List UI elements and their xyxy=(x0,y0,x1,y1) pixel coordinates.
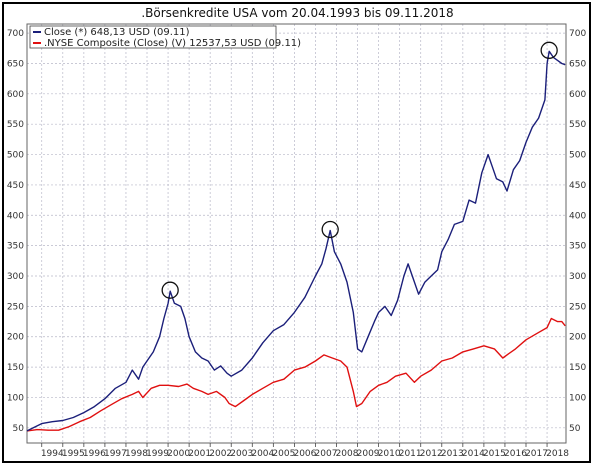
y-tick-label-right: 700 xyxy=(569,29,586,39)
x-tick-label: 1997 xyxy=(104,449,127,459)
y-tick-label-right: 50 xyxy=(569,424,581,434)
peak-markers xyxy=(161,41,558,299)
x-tick-label: 1998 xyxy=(125,449,148,459)
legend-box xyxy=(29,25,277,49)
x-tick-label: 2012 xyxy=(420,449,443,459)
y-tick-label-left: 600 xyxy=(7,90,24,100)
x-tick-label: 1996 xyxy=(83,449,106,459)
y-tick-label-left: 150 xyxy=(7,363,24,373)
peak-circle xyxy=(161,281,179,299)
chart-frame xyxy=(2,2,591,463)
peak-circle xyxy=(321,220,339,239)
grid-lines xyxy=(27,24,566,443)
y-tick-label-right: 300 xyxy=(569,272,586,282)
x-tick-label: 1999 xyxy=(146,449,169,459)
y-tick-label-left: 450 xyxy=(7,181,24,191)
x-tick-label: 1994 xyxy=(41,449,64,459)
y-axis-left: 50 100 150 200 250 300 350 400 450 500 550 600 650 70… xyxy=(7,29,24,434)
x-tick-label: 2017 xyxy=(525,449,548,459)
x-tick-label: 2015 xyxy=(483,449,506,459)
x-tick-label: 2003 xyxy=(230,449,253,459)
x-tick-label: 2011 xyxy=(399,449,422,459)
x-tick-label: 2008 xyxy=(336,449,359,459)
x-tick-label: 2000 xyxy=(167,449,190,459)
series-lines xyxy=(26,50,566,432)
legend-label-close: Close (*) 648,13 USD (09.11) xyxy=(44,27,190,38)
y-axis-right: 50 100 150 200 250 300 350 400 450 500 550 600 650 70… xyxy=(569,29,586,434)
y-tick-label-left: 200 xyxy=(7,333,24,343)
legend-label-nyse: .NYSE Composite (Close) (V) 12537,53 USD… xyxy=(44,38,301,49)
x-axis: 1994199519961997199819992000200120022003… xyxy=(41,443,569,459)
x-tick-label: 2004 xyxy=(251,449,274,459)
y-tick-label-left: 400 xyxy=(7,211,24,221)
legend: Close (*) 648,13 USD (09.11) .NYSE Compo… xyxy=(29,25,301,49)
series-nyse-line xyxy=(26,317,566,432)
x-tick-label: 2006 xyxy=(293,449,316,459)
x-tick-label: 2013 xyxy=(441,449,464,459)
x-tick-label: 2002 xyxy=(209,449,232,459)
chart-title: .Börsenkredite USA vom 20.04.1993 bis 09… xyxy=(141,6,454,20)
x-tick-label: 2016 xyxy=(504,449,527,459)
x-tick-label: 2009 xyxy=(357,449,380,459)
y-tick-label-left: 700 xyxy=(7,29,24,39)
x-tick-label: 2001 xyxy=(188,449,211,459)
y-tick-label-left: 500 xyxy=(7,151,24,161)
y-tick-label-left: 300 xyxy=(7,272,24,282)
y-tick-label-left: 550 xyxy=(7,120,24,130)
y-tick-label-right: 600 xyxy=(569,90,586,100)
plot-area xyxy=(26,23,567,444)
x-tick-label: 1995 xyxy=(62,449,85,459)
y-tick-label-right: 250 xyxy=(569,302,586,312)
x-tick-label: 2005 xyxy=(272,449,295,459)
series-close-line xyxy=(26,50,566,432)
peak-circle xyxy=(540,41,558,59)
y-tick-label-right: 400 xyxy=(569,211,586,221)
y-tick-label-right: 200 xyxy=(569,333,586,343)
y-tick-label-left: 350 xyxy=(7,242,24,252)
y-tick-label-right: 450 xyxy=(569,181,586,191)
x-tick-label: 2010 xyxy=(378,449,401,459)
x-tick-label: 2018 xyxy=(546,449,569,459)
x-tick-label: 2014 xyxy=(462,449,485,459)
y-tick-label-right: 550 xyxy=(569,120,586,130)
y-tick-label-right: 150 xyxy=(569,363,586,373)
y-tick-label-left: 250 xyxy=(7,302,24,312)
y-tick-label-left: 650 xyxy=(7,59,24,69)
y-tick-label-left: 50 xyxy=(13,424,25,434)
y-tick-label-right: 350 xyxy=(569,242,586,252)
x-tick-label: 2007 xyxy=(315,449,338,459)
y-tick-label-left: 100 xyxy=(7,393,24,403)
y-tick-label-right: 100 xyxy=(569,393,586,403)
y-tick-label-right: 650 xyxy=(569,59,586,69)
y-tick-label-right: 500 xyxy=(569,151,586,161)
